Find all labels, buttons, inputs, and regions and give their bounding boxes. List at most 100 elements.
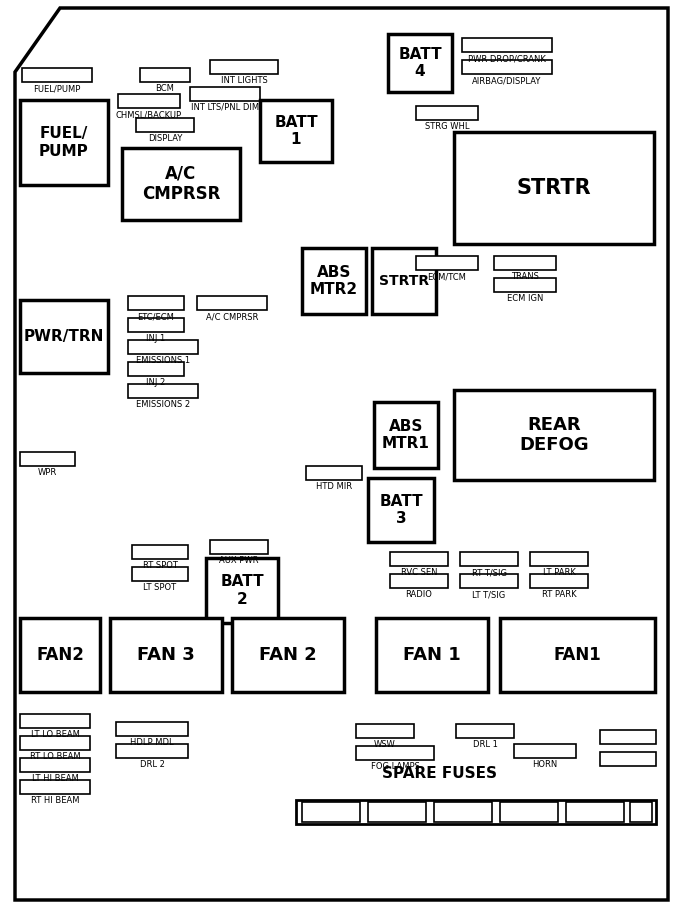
Text: CHMSL/BACKUP: CHMSL/BACKUP bbox=[116, 110, 182, 119]
Text: BATT
1: BATT 1 bbox=[274, 114, 318, 147]
Bar bbox=[390, 574, 448, 588]
Text: EMISSIONS 1: EMISSIONS 1 bbox=[136, 356, 190, 365]
Bar bbox=[260, 100, 332, 162]
Bar bbox=[20, 618, 100, 692]
Bar bbox=[416, 106, 478, 120]
Bar bbox=[356, 724, 414, 738]
Bar bbox=[494, 256, 556, 270]
Bar bbox=[462, 38, 552, 52]
Text: EMISSIONS 2: EMISSIONS 2 bbox=[136, 400, 190, 409]
Text: LT HI BEAM: LT HI BEAM bbox=[32, 774, 78, 783]
Text: BCM: BCM bbox=[155, 84, 174, 93]
Bar bbox=[20, 714, 90, 728]
Bar bbox=[600, 752, 656, 766]
Text: HDLP MDL: HDLP MDL bbox=[131, 738, 174, 747]
Bar bbox=[566, 802, 624, 822]
Bar bbox=[136, 118, 194, 132]
Text: BATT
3: BATT 3 bbox=[379, 494, 423, 526]
Text: INJ 1: INJ 1 bbox=[146, 334, 166, 343]
Text: SPARE FUSES: SPARE FUSES bbox=[383, 767, 497, 781]
Text: AIRBAG/DISPLAY: AIRBAG/DISPLAY bbox=[473, 76, 541, 85]
Text: AUX PWR: AUX PWR bbox=[219, 556, 259, 565]
Bar bbox=[20, 758, 90, 772]
Bar bbox=[456, 724, 514, 738]
Text: WPR: WPR bbox=[38, 468, 57, 477]
Bar bbox=[197, 296, 267, 310]
Bar bbox=[514, 744, 576, 758]
Bar bbox=[206, 558, 278, 623]
Text: DRL 1: DRL 1 bbox=[473, 740, 497, 749]
Bar bbox=[356, 746, 434, 760]
Bar bbox=[20, 452, 75, 466]
Text: HORN: HORN bbox=[532, 760, 558, 769]
Text: FUEL/PUMP: FUEL/PUMP bbox=[33, 84, 80, 93]
Bar bbox=[454, 132, 654, 244]
Bar bbox=[454, 390, 654, 480]
Bar bbox=[494, 278, 556, 292]
Text: PWR/TRN: PWR/TRN bbox=[24, 329, 104, 344]
Bar bbox=[368, 802, 426, 822]
Text: ABS
MTR1: ABS MTR1 bbox=[382, 419, 430, 452]
Text: FAN 2: FAN 2 bbox=[259, 646, 317, 664]
Bar bbox=[302, 802, 360, 822]
Text: BATT
4: BATT 4 bbox=[398, 47, 442, 79]
Text: ECM IGN: ECM IGN bbox=[507, 294, 543, 303]
Text: FAN 1: FAN 1 bbox=[403, 646, 461, 664]
Bar bbox=[434, 802, 492, 822]
Text: STRG WHL: STRG WHL bbox=[425, 122, 469, 131]
Bar bbox=[20, 300, 108, 373]
Text: STRTR: STRTR bbox=[517, 178, 592, 198]
Bar bbox=[374, 402, 438, 468]
Text: ECM/TCM: ECM/TCM bbox=[427, 272, 466, 281]
Bar bbox=[460, 552, 518, 566]
Bar bbox=[116, 744, 188, 758]
Bar bbox=[372, 248, 436, 314]
Text: FAN1: FAN1 bbox=[554, 646, 601, 664]
Bar bbox=[128, 318, 184, 332]
Text: RT SPOT: RT SPOT bbox=[143, 561, 177, 570]
Bar bbox=[600, 730, 656, 744]
Text: INT LTS/PNL DIM: INT LTS/PNL DIM bbox=[191, 103, 259, 112]
Text: STRTR: STRTR bbox=[379, 274, 429, 288]
Bar bbox=[110, 618, 222, 692]
Bar bbox=[22, 68, 92, 82]
Text: RT LO BEAM: RT LO BEAM bbox=[30, 752, 80, 761]
Bar bbox=[388, 34, 452, 92]
Bar bbox=[500, 802, 558, 822]
Bar bbox=[210, 540, 268, 554]
Text: DRL 2: DRL 2 bbox=[139, 760, 164, 769]
Text: FAN2: FAN2 bbox=[36, 646, 84, 664]
Text: LT SPOT: LT SPOT bbox=[144, 583, 177, 592]
Bar bbox=[416, 256, 478, 270]
Bar bbox=[132, 567, 188, 581]
Bar bbox=[232, 618, 344, 692]
Text: RT PARK: RT PARK bbox=[541, 590, 576, 599]
Bar bbox=[128, 362, 184, 376]
Bar bbox=[302, 248, 366, 314]
Bar bbox=[368, 478, 434, 542]
Bar bbox=[20, 780, 90, 794]
Bar bbox=[530, 574, 588, 588]
Text: WSW: WSW bbox=[374, 740, 396, 749]
Text: A/C CMPRSR: A/C CMPRSR bbox=[206, 312, 258, 321]
Text: BATT
2: BATT 2 bbox=[221, 574, 264, 606]
Text: RT HI BEAM: RT HI BEAM bbox=[31, 796, 79, 805]
Bar bbox=[128, 296, 184, 310]
Text: LT LO BEAM: LT LO BEAM bbox=[30, 730, 80, 739]
Bar bbox=[118, 94, 180, 108]
Bar bbox=[462, 60, 552, 74]
Bar bbox=[20, 100, 108, 185]
Bar bbox=[190, 87, 260, 101]
Text: DISPLAY: DISPLAY bbox=[148, 134, 182, 143]
Text: FUEL/
PUMP: FUEL/ PUMP bbox=[39, 126, 89, 158]
Bar bbox=[530, 552, 588, 566]
Text: TRANS: TRANS bbox=[511, 272, 539, 281]
Text: RADIO: RADIO bbox=[405, 590, 432, 599]
Bar bbox=[132, 545, 188, 559]
Bar bbox=[306, 466, 362, 480]
Bar bbox=[376, 618, 488, 692]
Bar bbox=[460, 574, 518, 588]
Text: RVC SEN: RVC SEN bbox=[401, 568, 437, 577]
Bar bbox=[116, 722, 188, 736]
Text: HTD MIR: HTD MIR bbox=[316, 482, 352, 491]
